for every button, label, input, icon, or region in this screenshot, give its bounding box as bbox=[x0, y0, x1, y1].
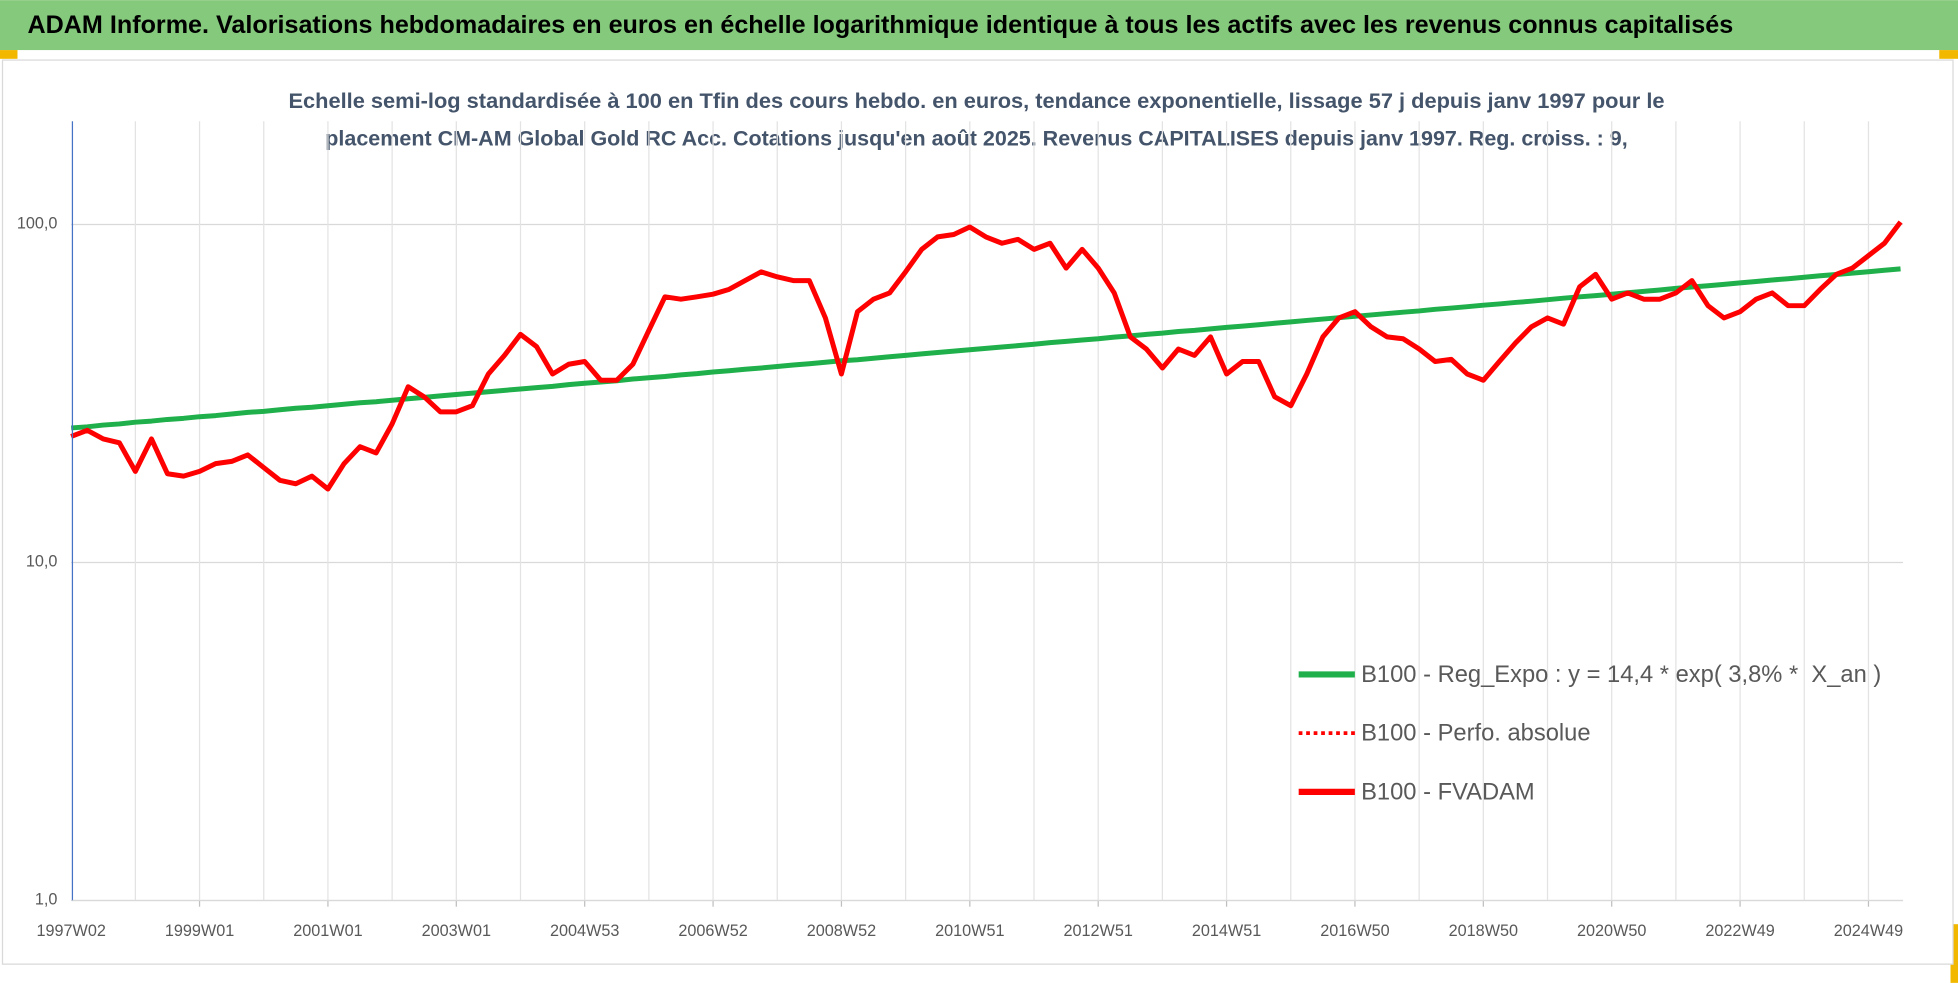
x-tick-label: 2003W01 bbox=[422, 922, 491, 940]
legend-text: B100 - FVADAM bbox=[1361, 779, 1535, 805]
corner-mark bbox=[1950, 924, 1958, 983]
series-line bbox=[71, 266, 1901, 431]
x-tick-label: 1999W01 bbox=[165, 922, 234, 940]
y-tick-label: 10,0 bbox=[26, 553, 58, 571]
y-tick-label: 100,0 bbox=[17, 215, 58, 233]
legend-text: B100 - Perfo. absolue bbox=[1361, 721, 1590, 747]
x-tick-label: 2008W52 bbox=[807, 922, 876, 940]
x-tick-label: 2016W50 bbox=[1320, 922, 1389, 940]
x-tick-label: 2014W51 bbox=[1192, 922, 1261, 940]
x-tick-label: 2022W49 bbox=[1705, 922, 1774, 940]
x-tick-label: 1997W02 bbox=[36, 922, 105, 940]
axis-labels: 1,0 10,0 100,0 1997W02 1999W01 2001W01 2003W01… bbox=[17, 215, 1903, 940]
legend: B100 - Reg_Expo : y = 14,4 * exp( 3,8% *… bbox=[1298, 662, 1881, 805]
x-tick-label: 2006W52 bbox=[678, 922, 747, 940]
x-tick-label: 2018W50 bbox=[1449, 922, 1518, 940]
legend-text: B100 - Reg_Expo : y = 14,4 * exp( 3,8% *… bbox=[1361, 662, 1881, 688]
x-tick-label: 2010W51 bbox=[935, 922, 1004, 940]
corner-mark bbox=[0, 50, 18, 59]
y-tick-label: 1,0 bbox=[35, 891, 58, 909]
plot-lines bbox=[70, 220, 1903, 492]
x-tick-label: 2012W51 bbox=[1063, 922, 1132, 940]
corner-mark bbox=[1939, 50, 1958, 59]
chart-subtitle: Echelle semi-log standardisée à 100 en T… bbox=[288, 90, 1664, 113]
series-line bbox=[70, 220, 1903, 492]
chart-title: ADAM Informe. Valorisations hebdomadaire… bbox=[27, 11, 1733, 39]
x-tick-label: 2001W01 bbox=[293, 922, 362, 940]
title-bar bbox=[0, 0, 1958, 51]
x-tick-label: 2024W49 bbox=[1834, 922, 1903, 940]
chart-subtitle: placement CM-AM Global Gold RC Acc. Cota… bbox=[325, 128, 1627, 151]
x-tick-label: 2020W50 bbox=[1577, 922, 1646, 940]
x-tick-label: 2004W53 bbox=[550, 922, 619, 940]
chart-frame bbox=[1, 59, 1954, 965]
